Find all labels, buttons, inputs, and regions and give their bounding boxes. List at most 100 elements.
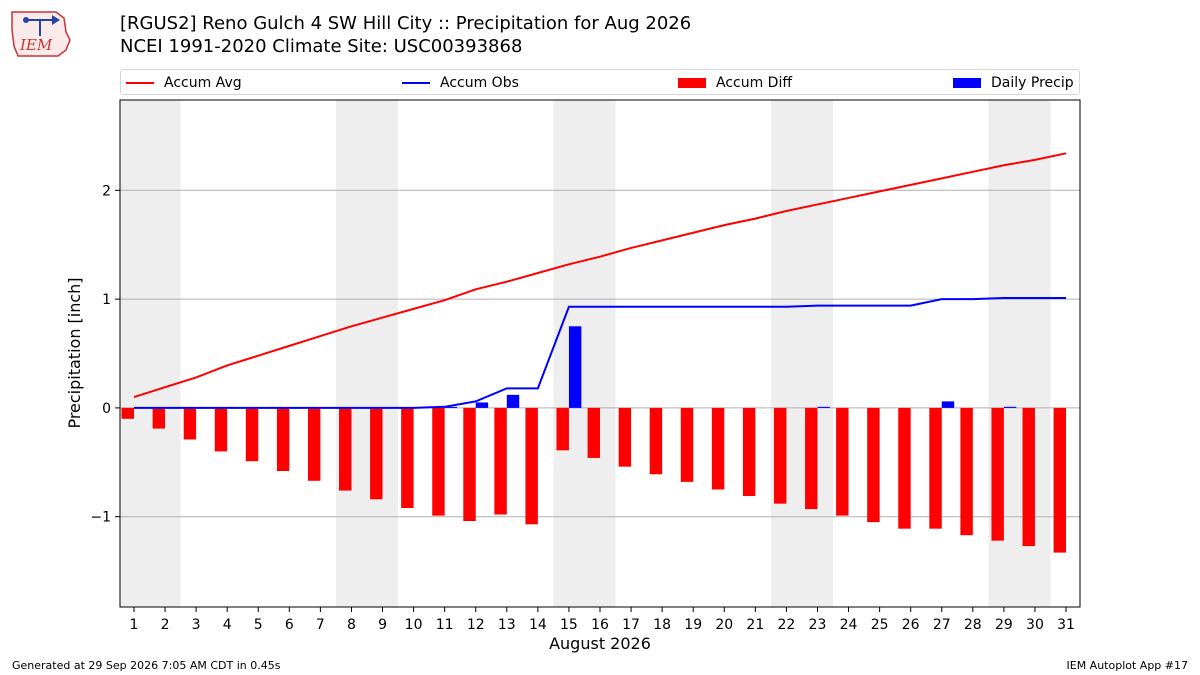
accum-diff-bar bbox=[463, 407, 476, 522]
legend-item-daily-precip: Daily Precip bbox=[953, 74, 1074, 92]
legend-item-accum-avg: Accum Avg bbox=[126, 74, 242, 92]
accum-diff-bar bbox=[214, 407, 228, 452]
y-tick-label: 0 bbox=[102, 401, 111, 417]
x-tick-label: 20 bbox=[715, 617, 733, 633]
daily-precip-bar bbox=[506, 394, 520, 408]
legend-label-daily-precip: Daily Precip bbox=[991, 75, 1074, 91]
x-tick-label: 26 bbox=[902, 617, 920, 633]
accum-diff-bar bbox=[711, 407, 725, 490]
accum-diff-bar bbox=[339, 407, 352, 491]
accum-diff-bar bbox=[121, 407, 134, 419]
y-tick-label: 2 bbox=[102, 183, 111, 199]
x-tick-label: 5 bbox=[254, 617, 263, 633]
x-tick-label: 8 bbox=[347, 617, 356, 633]
accum-diff-bar bbox=[307, 407, 321, 481]
x-tick-label: 7 bbox=[316, 617, 325, 633]
accum-diff-bar bbox=[805, 407, 818, 510]
accum-diff-bar bbox=[929, 407, 942, 529]
accum-diff-bar bbox=[401, 407, 414, 508]
x-tick-label: 13 bbox=[498, 617, 516, 633]
legend-swatch-daily-precip bbox=[953, 78, 981, 88]
y-tick-label: 1 bbox=[102, 292, 111, 308]
accum-diff-bar bbox=[587, 407, 600, 458]
accum-diff-bar bbox=[836, 407, 849, 516]
y-axis-label: Precipitation [inch] bbox=[65, 277, 84, 428]
x-tick-label: 22 bbox=[777, 617, 795, 633]
accum-diff-bar bbox=[370, 407, 383, 500]
iem-logo: IEM bbox=[11, 11, 71, 57]
accum-diff-bar bbox=[867, 407, 880, 523]
legend-label-accum-avg: Accum Avg bbox=[164, 75, 242, 91]
accum-diff-bar bbox=[525, 407, 538, 525]
x-tick-label: 19 bbox=[684, 617, 702, 633]
x-tick-label: 9 bbox=[378, 617, 387, 633]
lines bbox=[133, 152, 1067, 409]
x-tick-label: 25 bbox=[871, 617, 889, 633]
x-tick-label: 29 bbox=[995, 617, 1013, 633]
accum-diff-bar bbox=[556, 407, 569, 451]
accum-diff-bar bbox=[649, 407, 663, 475]
x-tick-label: 14 bbox=[529, 617, 547, 633]
x-tick-label: 11 bbox=[436, 617, 454, 633]
daily-precip-bar bbox=[941, 401, 955, 408]
weekend-shade bbox=[120, 100, 181, 607]
accum-diff-bar bbox=[960, 407, 973, 536]
x-tick-label: 2 bbox=[161, 617, 170, 633]
accum-diff-bar bbox=[432, 407, 445, 516]
x-tick-label: 30 bbox=[1026, 617, 1044, 633]
x-tick-label: 18 bbox=[653, 617, 671, 633]
x-tick-label: 10 bbox=[405, 617, 423, 633]
accum-diff-bar bbox=[742, 407, 756, 497]
x-tick-label: 15 bbox=[560, 617, 578, 633]
legend-swatch-accum-diff bbox=[678, 78, 706, 88]
accum-avg-line bbox=[133, 152, 1067, 398]
title-line-1: [RGUS2] Reno Gulch 4 SW Hill City :: Pre… bbox=[120, 13, 692, 34]
x-tick-label: 27 bbox=[933, 617, 951, 633]
accum-diff-bar bbox=[898, 407, 911, 529]
x-tick-label: 17 bbox=[622, 617, 640, 633]
x-tick-label: 21 bbox=[746, 617, 764, 633]
weekend-shade bbox=[770, 100, 834, 607]
legend: Accum Avg Accum Obs Accum Diff Daily Pre… bbox=[120, 69, 1080, 95]
x-tick-label: 1 bbox=[130, 617, 139, 633]
x-tick-label: 3 bbox=[192, 617, 201, 633]
accum-diff-bar bbox=[991, 407, 1004, 541]
daily-precip-bar bbox=[444, 406, 458, 408]
accum-diff-bar bbox=[494, 407, 507, 515]
accum-diff-bar bbox=[773, 407, 787, 504]
x-tick-label: 6 bbox=[285, 617, 294, 633]
accum-obs-line bbox=[133, 297, 1067, 409]
accum-diff-bar bbox=[245, 407, 259, 462]
x-tick-label: 28 bbox=[964, 617, 982, 633]
legend-label-accum-obs: Accum Obs bbox=[440, 75, 519, 91]
title-line-2: NCEI 1991-2020 Climate Site: USC00393868 bbox=[120, 36, 523, 57]
legend-swatch-accum-obs bbox=[402, 82, 430, 84]
weather-station-icon bbox=[23, 15, 60, 36]
daily-precip-bar bbox=[1003, 406, 1017, 408]
accum-diff-bar bbox=[1022, 407, 1035, 547]
weekend-shade bbox=[553, 100, 616, 607]
legend-item-accum-obs: Accum Obs bbox=[402, 74, 519, 92]
daily-precip-bar bbox=[475, 402, 489, 408]
x-axis-label: August 2026 bbox=[549, 634, 651, 653]
x-tick-label: 12 bbox=[467, 617, 485, 633]
app-label: IEM Autoplot App #17 bbox=[1066, 659, 1189, 672]
weekend-shade bbox=[335, 100, 399, 607]
logo-text: IEM bbox=[19, 36, 53, 54]
chart-title: [RGUS2] Reno Gulch 4 SW Hill City :: Pre… bbox=[120, 12, 691, 58]
x-tick-label: 16 bbox=[591, 617, 609, 633]
accum-diff-bar bbox=[276, 407, 290, 472]
legend-swatch-accum-avg bbox=[126, 82, 154, 84]
x-tick-label: 31 bbox=[1057, 617, 1075, 633]
x-tick-label: 24 bbox=[840, 617, 858, 633]
legend-item-accum-diff: Accum Diff bbox=[678, 74, 792, 92]
accum-diff-bar bbox=[183, 407, 197, 440]
y-tick-label: −1 bbox=[90, 510, 111, 526]
accum-diff-bar bbox=[1053, 407, 1067, 553]
accum-diff-bar bbox=[680, 407, 694, 482]
bars bbox=[121, 326, 1067, 553]
daily-precip-bar bbox=[817, 406, 830, 408]
generated-note: Generated at 29 Sep 2026 7:05 AM CDT in … bbox=[12, 659, 281, 672]
